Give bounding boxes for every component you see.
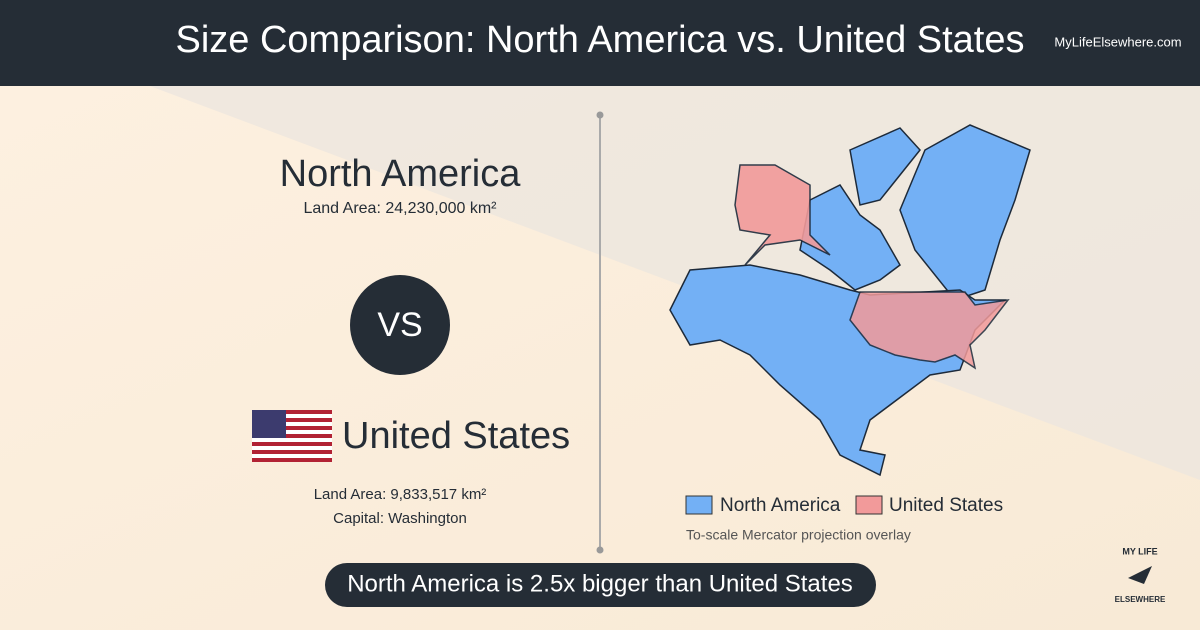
banner-text: North America is 2.5x bigger than United…	[347, 570, 853, 597]
alaska	[734, 164, 831, 266]
contiguous-us	[849, 291, 1010, 370]
divider-dot	[596, 111, 604, 119]
arctic-island	[849, 127, 921, 206]
vs-badge	[350, 275, 450, 375]
map	[669, 124, 1031, 477]
region-name: North America	[280, 153, 522, 195]
us-flag	[252, 410, 332, 462]
greenland	[899, 124, 1031, 301]
logo-bottom: ELSEWHERE	[1115, 595, 1166, 604]
country-area: Land Area: 9,833,517 km²	[314, 486, 487, 503]
site-name: MyLifeElsewhere.com	[1054, 34, 1181, 49]
map-note: To-scale Mercator projection overlay	[686, 527, 911, 543]
region-area: Land Area: 24,230,000 km²	[303, 200, 497, 217]
vs-text: VS	[377, 306, 422, 344]
header-bar	[0, 0, 1200, 86]
capital: Capital: Washington	[333, 510, 467, 527]
legend-label: North America	[720, 495, 841, 516]
title: Size Comparison: North America vs. Unite…	[175, 19, 1024, 61]
legend-swatch	[685, 495, 713, 515]
legend-swatch	[855, 495, 883, 515]
arctic-islands	[799, 184, 901, 291]
logo-top: MY LIFE	[1122, 546, 1157, 556]
divider-dot	[596, 546, 604, 554]
country-name: United States	[342, 415, 570, 457]
legend-label: United States	[889, 495, 1003, 516]
banner	[325, 563, 876, 607]
logo-icon	[1128, 566, 1152, 584]
